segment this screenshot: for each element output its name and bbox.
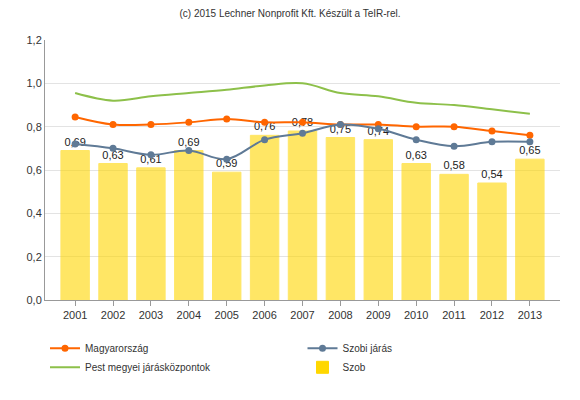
svg-text:0,6: 0,6	[27, 164, 42, 176]
svg-text:0,59: 0,59	[216, 157, 237, 169]
svg-text:Szobi járás: Szobi járás	[343, 343, 392, 354]
svg-text:0,63: 0,63	[405, 149, 426, 161]
svg-text:0,58: 0,58	[443, 159, 464, 171]
svg-text:2003: 2003	[139, 309, 163, 321]
svg-text:2004: 2004	[177, 309, 201, 321]
svg-text:0,76: 0,76	[254, 120, 275, 132]
svg-text:2010: 2010	[404, 309, 428, 321]
svg-text:0,75: 0,75	[330, 123, 351, 135]
svg-text:0,65: 0,65	[519, 144, 540, 156]
svg-text:2008: 2008	[328, 309, 352, 321]
svg-text:0,78: 0,78	[292, 116, 313, 128]
svg-text:1,0: 1,0	[27, 77, 42, 89]
svg-text:0,69: 0,69	[178, 136, 199, 148]
svg-text:2013: 2013	[518, 309, 542, 321]
svg-text:1,2: 1,2	[27, 34, 42, 46]
svg-text:0,0: 0,0	[27, 294, 42, 306]
svg-text:Szob: Szob	[343, 362, 366, 373]
svg-text:Pest megyei járásközpontok: Pest megyei járásközpontok	[85, 362, 211, 373]
svg-text:Magyarország: Magyarország	[85, 343, 148, 354]
svg-text:0,4: 0,4	[27, 207, 42, 219]
svg-text:2002: 2002	[101, 309, 125, 321]
svg-text:0,63: 0,63	[102, 149, 123, 161]
svg-text:2005: 2005	[214, 309, 238, 321]
svg-text:0,2: 0,2	[27, 251, 42, 263]
svg-text:0,74: 0,74	[368, 125, 389, 137]
svg-text:0,61: 0,61	[140, 153, 161, 165]
svg-text:0,8: 0,8	[27, 121, 42, 133]
svg-text:2009: 2009	[366, 309, 390, 321]
svg-text:2001: 2001	[63, 309, 87, 321]
svg-text:(c) 2015 Lechner Nonprofit Kft: (c) 2015 Lechner Nonprofit Kft. Készült …	[179, 8, 400, 19]
svg-text:2012: 2012	[480, 309, 504, 321]
svg-text:2007: 2007	[290, 309, 314, 321]
svg-text:2006: 2006	[252, 309, 276, 321]
svg-text:0,69: 0,69	[64, 136, 85, 148]
svg-text:2011: 2011	[442, 309, 466, 321]
svg-text:0,54: 0,54	[481, 168, 502, 180]
